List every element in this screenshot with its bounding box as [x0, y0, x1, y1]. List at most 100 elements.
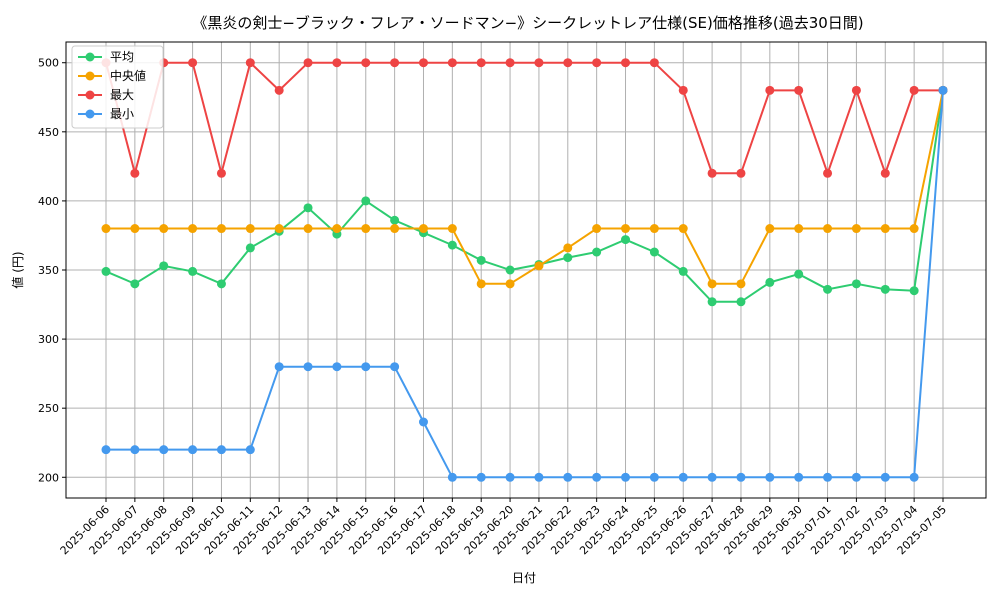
data-point: [880, 472, 890, 482]
data-point: [823, 472, 833, 482]
data-point: [765, 85, 775, 95]
data-point: [245, 243, 255, 253]
data-point: [447, 224, 457, 234]
data-point: [245, 58, 255, 68]
data-point: [274, 224, 284, 234]
data-point: [188, 266, 198, 276]
data-point: [794, 224, 804, 234]
data-point: [361, 362, 371, 372]
data-point: [303, 224, 313, 234]
data-point: [794, 472, 804, 482]
y-tick-label: 300: [38, 333, 59, 346]
data-point: [332, 224, 342, 234]
legend-label: 最小: [110, 107, 134, 121]
series-group: [101, 58, 948, 482]
data-point: [880, 284, 890, 294]
chart-title: 《黒炎の剣士−ブラック・フレア・ソードマン−》シークレットレア仕様(SE)価格推…: [192, 14, 863, 32]
data-point: [274, 85, 284, 95]
legend-item: 最小: [78, 107, 134, 121]
data-point: [621, 224, 631, 234]
data-point: [707, 279, 717, 289]
data-point: [678, 85, 688, 95]
data-point: [736, 168, 746, 178]
data-point: [505, 279, 515, 289]
data-point: [880, 168, 890, 178]
y-tick-label: 200: [38, 471, 59, 484]
y-tick-label: 400: [38, 195, 59, 208]
data-point: [447, 58, 457, 68]
data-point: [851, 472, 861, 482]
data-point: [159, 224, 169, 234]
x-axis: 2025-06-062025-06-072025-06-082025-06-09…: [58, 498, 949, 557]
data-point: [563, 243, 573, 253]
data-point: [216, 168, 226, 178]
data-point: [823, 224, 833, 234]
data-point: [765, 472, 775, 482]
data-point: [447, 240, 457, 250]
data-point: [880, 224, 890, 234]
y-tick-label: 450: [38, 126, 59, 139]
data-point: [245, 224, 255, 234]
series-1: [101, 85, 948, 289]
data-point: [188, 445, 198, 455]
y-axis: 200 250 300 350 400 450 500: [38, 57, 66, 484]
data-point: [505, 58, 515, 68]
data-point: [621, 472, 631, 482]
data-point: [649, 58, 659, 68]
series-0: [101, 85, 948, 307]
legend-item: 最大: [78, 88, 134, 102]
data-point: [390, 215, 400, 225]
data-point: [909, 224, 919, 234]
legend-label: 中央値: [110, 68, 146, 83]
data-point: [159, 261, 169, 271]
data-point: [332, 362, 342, 372]
y-tick-label: 250: [38, 402, 59, 415]
data-point: [707, 168, 717, 178]
data-point: [736, 297, 746, 307]
data-point: [418, 58, 428, 68]
series-line: [106, 90, 944, 285]
data-point: [563, 253, 573, 263]
legend-box: [71, 45, 164, 129]
data-point: [534, 58, 544, 68]
data-point: [592, 224, 602, 234]
series-line: [105, 60, 943, 178]
data-point: [794, 85, 804, 95]
data-point: [361, 196, 371, 206]
legend-swatch-marker: [85, 71, 95, 81]
data-point: [274, 362, 284, 372]
data-point: [332, 58, 342, 68]
data-point: [216, 224, 226, 234]
series-line: [105, 90, 944, 303]
data-point: [938, 85, 948, 95]
legend-label: 最大: [110, 88, 134, 102]
data-point: [563, 58, 573, 68]
data-point: [823, 284, 833, 294]
data-point: [476, 255, 486, 265]
data-point: [621, 58, 631, 68]
data-point: [823, 168, 833, 178]
data-point: [476, 58, 486, 68]
data-point: [851, 224, 861, 234]
data-point: [678, 224, 688, 234]
legend-swatch-marker: [85, 90, 95, 100]
data-point: [765, 224, 775, 234]
data-point: [418, 417, 428, 427]
series-3: [101, 85, 948, 482]
data-point: [390, 58, 400, 68]
data-point: [736, 279, 746, 289]
data-point: [447, 472, 457, 482]
data-point: [707, 297, 717, 307]
data-point: [909, 85, 919, 95]
grid: [66, 42, 986, 498]
data-point: [216, 279, 226, 289]
data-point: [361, 224, 371, 234]
data-point: [592, 472, 602, 482]
data-point: [130, 224, 140, 234]
data-point: [649, 224, 659, 234]
data-point: [101, 445, 111, 455]
legend-swatch-marker: [85, 52, 95, 62]
y-tick-label: 350: [38, 264, 59, 277]
